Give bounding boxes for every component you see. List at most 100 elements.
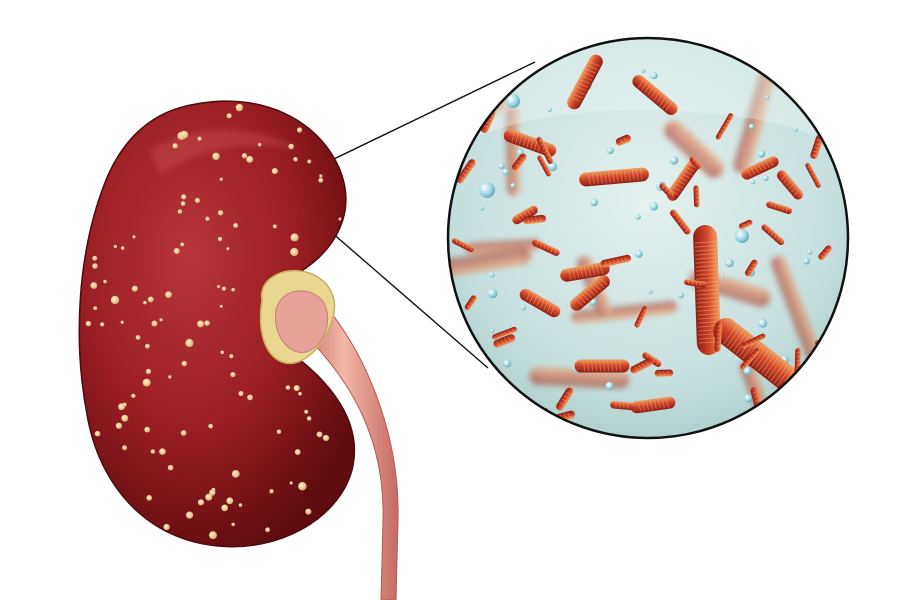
fluid-droplet: [490, 328, 495, 333]
bacteria-rod: [579, 167, 649, 187]
bacteria-rod: [634, 306, 648, 328]
fluid-droplet: [452, 120, 460, 129]
abscess-spot: [226, 247, 230, 251]
fluid-droplet: [822, 43, 829, 49]
abscess-spot: [197, 320, 205, 328]
abscess-spot: [319, 174, 323, 178]
magnifier-circle: [446, 36, 850, 440]
fluid-droplet: [758, 318, 768, 328]
abscess-spot: [257, 143, 262, 147]
fluid-droplet: [650, 71, 658, 80]
abscess-spot: [92, 255, 98, 261]
fluid-droplet: [836, 146, 841, 150]
fluid-droplet: [510, 183, 516, 188]
abscess-spots: [85, 103, 342, 540]
abscess-spot: [293, 385, 300, 392]
bacteria-rod: [452, 238, 474, 252]
fluid-droplet: [728, 425, 732, 429]
bacteria-rod: [456, 159, 476, 184]
bacteria-rod: [714, 321, 723, 352]
fluid-droplet: [641, 68, 646, 73]
abscess-spot: [94, 430, 101, 437]
bacteria-rod: [574, 359, 630, 373]
fluid-droplet: [649, 201, 659, 211]
abscess-spot: [197, 136, 202, 141]
fluid-droplet: [521, 70, 527, 75]
fluid-droplet: [648, 289, 653, 294]
fluid-droplet: [635, 214, 641, 220]
abscess-spot: [159, 318, 163, 322]
bacteria-rod: [492, 326, 517, 340]
abscess-spot: [288, 143, 294, 150]
abscess-spot: [167, 464, 174, 471]
abscess-spot: [272, 224, 277, 229]
abscess-spot: [219, 177, 223, 181]
bacteria-rod: [741, 333, 766, 349]
fluid-droplet: [669, 155, 679, 165]
abscess-spot: [233, 223, 239, 229]
abscess-spot: [246, 155, 254, 163]
fluid-droplet: [506, 94, 520, 108]
fluid-droplet: [779, 414, 786, 420]
abscess-spot: [304, 409, 309, 414]
abscess-spot: [231, 287, 235, 292]
fluid-droplet: [811, 80, 816, 85]
abscess-spot: [219, 304, 223, 308]
abscess-spot: [110, 295, 120, 305]
bacteria-rod: [464, 295, 477, 311]
bacteria-rod: [818, 245, 832, 260]
fluid-droplet: [677, 292, 684, 299]
abscess-spot: [318, 177, 324, 183]
abscess-spot: [142, 378, 151, 387]
bacteria-rod: [567, 54, 603, 110]
fluid-droplet: [479, 206, 484, 211]
bacteria-rod: [536, 136, 554, 164]
abscess-spot: [269, 489, 274, 494]
fluid-droplet: [479, 182, 495, 198]
bacteria-rod: [654, 369, 674, 377]
bacteria-rod: [776, 170, 804, 200]
abscess-spot: [115, 422, 123, 429]
bacteria-rod: [659, 182, 674, 198]
abscess-spot: [100, 322, 105, 327]
abscess-spot: [221, 286, 227, 291]
abscess-spot: [298, 391, 302, 396]
kidney: [78, 100, 356, 548]
abscess-spot: [185, 338, 194, 347]
abscess-spot: [145, 368, 152, 374]
bacteria-rod: [689, 156, 702, 169]
bacteria-rod: [600, 254, 632, 268]
abscess-spot: [271, 168, 278, 175]
abscess-spot: [231, 469, 240, 478]
abscess-spot: [180, 430, 187, 436]
abscess-spot: [296, 127, 303, 133]
abscess-spot: [221, 504, 229, 512]
abscess-spot: [231, 522, 235, 527]
abscess-spot: [120, 246, 125, 250]
abscess-spot: [93, 306, 98, 311]
bacteria-rod: [493, 334, 516, 348]
abscess-spot: [265, 527, 271, 533]
abscess-spot: [226, 497, 234, 505]
fluid-droplet: [830, 391, 835, 396]
fluid-droplet: [735, 229, 749, 243]
bacteria-rod: [740, 348, 760, 370]
abscess-spot: [135, 335, 141, 340]
fluid-droplet: [498, 163, 505, 170]
abscess-spot: [181, 360, 188, 367]
bacteria-rod: [715, 113, 734, 140]
abscess-spot: [290, 233, 299, 242]
abscess-spot: [322, 434, 330, 442]
abscess-spot: [163, 523, 170, 531]
abscess-spot: [212, 152, 220, 161]
bacteria-rod: [556, 387, 574, 411]
fluid-droplet: [765, 95, 769, 100]
abscess-spot: [293, 157, 298, 162]
abscess-spot: [181, 194, 187, 200]
abscess-spot: [247, 394, 253, 401]
abscess-spot: [285, 385, 291, 390]
fluid-droplet: [803, 257, 810, 265]
abscess-spot: [208, 531, 217, 540]
abscess-spot: [180, 242, 185, 247]
